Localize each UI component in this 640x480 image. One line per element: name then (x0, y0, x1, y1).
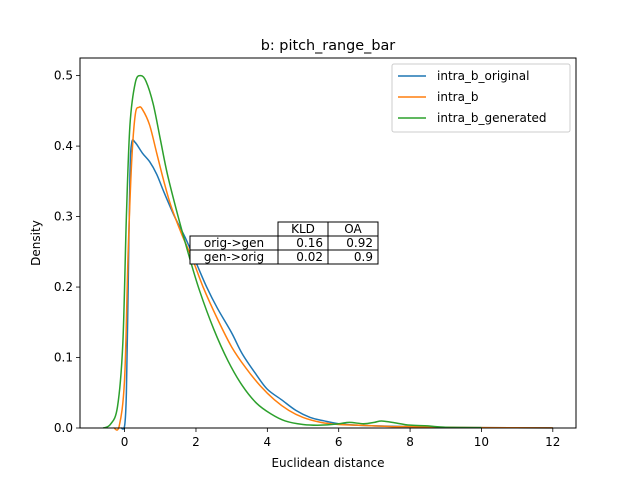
x-axis-ticks: 0 2 4 6 8 10 12 (121, 428, 560, 449)
y-tick-label: 0.4 (54, 139, 73, 153)
y-axis-ticks: 0.0 0.1 0.2 0.3 0.4 0.5 (54, 69, 80, 435)
legend-label: intra_b_generated (437, 111, 547, 125)
table-value: 0.9 (354, 250, 373, 264)
stats-table: KLD OA orig->gen 0.16 0.92 gen->orig 0.02 0.9 (189, 221, 379, 265)
legend: intra_b_original intra_b intra_b_generated (391, 63, 571, 133)
series-line-intra-b-generated (102, 74, 482, 429)
x-axis-label: Euclidean distance (271, 456, 384, 470)
table-value: 0.92 (346, 236, 373, 250)
table-row-label: orig->gen (204, 236, 264, 250)
x-tick-label: 10 (474, 435, 489, 449)
legend-box (391, 63, 571, 133)
x-tick-label: 6 (335, 435, 343, 449)
x-tick-label: 2 (192, 435, 200, 449)
table-value: 0.16 (296, 236, 323, 250)
legend-label: intra_b_original (437, 69, 529, 83)
series-line-intra-b (113, 106, 553, 431)
table-cell (327, 249, 379, 265)
x-tick-label: 12 (545, 435, 560, 449)
chart-title: b: pitch_range_bar (261, 38, 396, 54)
plot-frame (79, 57, 577, 429)
table-column-header: KLD (291, 222, 315, 236)
x-tick-label: 4 (264, 435, 272, 449)
table-row-label: gen->orig (204, 250, 264, 264)
y-tick-label: 0.2 (54, 280, 73, 294)
y-tick-label: 0.3 (54, 210, 73, 224)
legend-label: intra_b (437, 90, 479, 104)
y-tick-label: 0.5 (54, 69, 73, 83)
table-value: 0.02 (296, 250, 323, 264)
series-layer (102, 74, 553, 431)
x-tick-label: 8 (406, 435, 414, 449)
y-tick-label: 0.1 (54, 351, 73, 365)
y-axis-label: Density (29, 220, 43, 266)
x-tick-label: 0 (121, 435, 129, 449)
y-tick-label: 0.0 (54, 421, 73, 435)
table-column-header: OA (344, 222, 362, 236)
